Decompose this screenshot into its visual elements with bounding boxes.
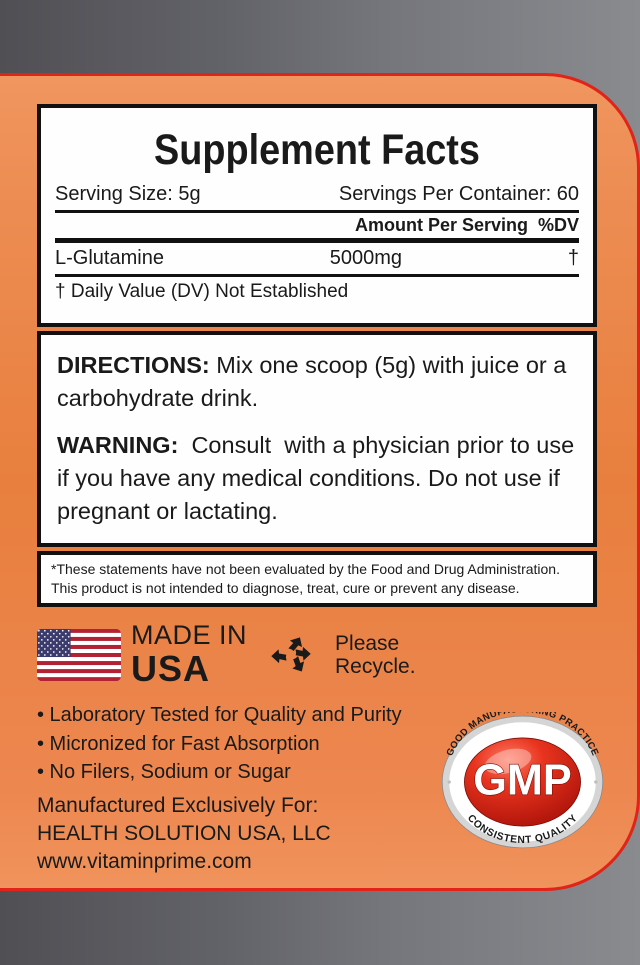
svg-text:GMP: GMP <box>473 756 571 804</box>
